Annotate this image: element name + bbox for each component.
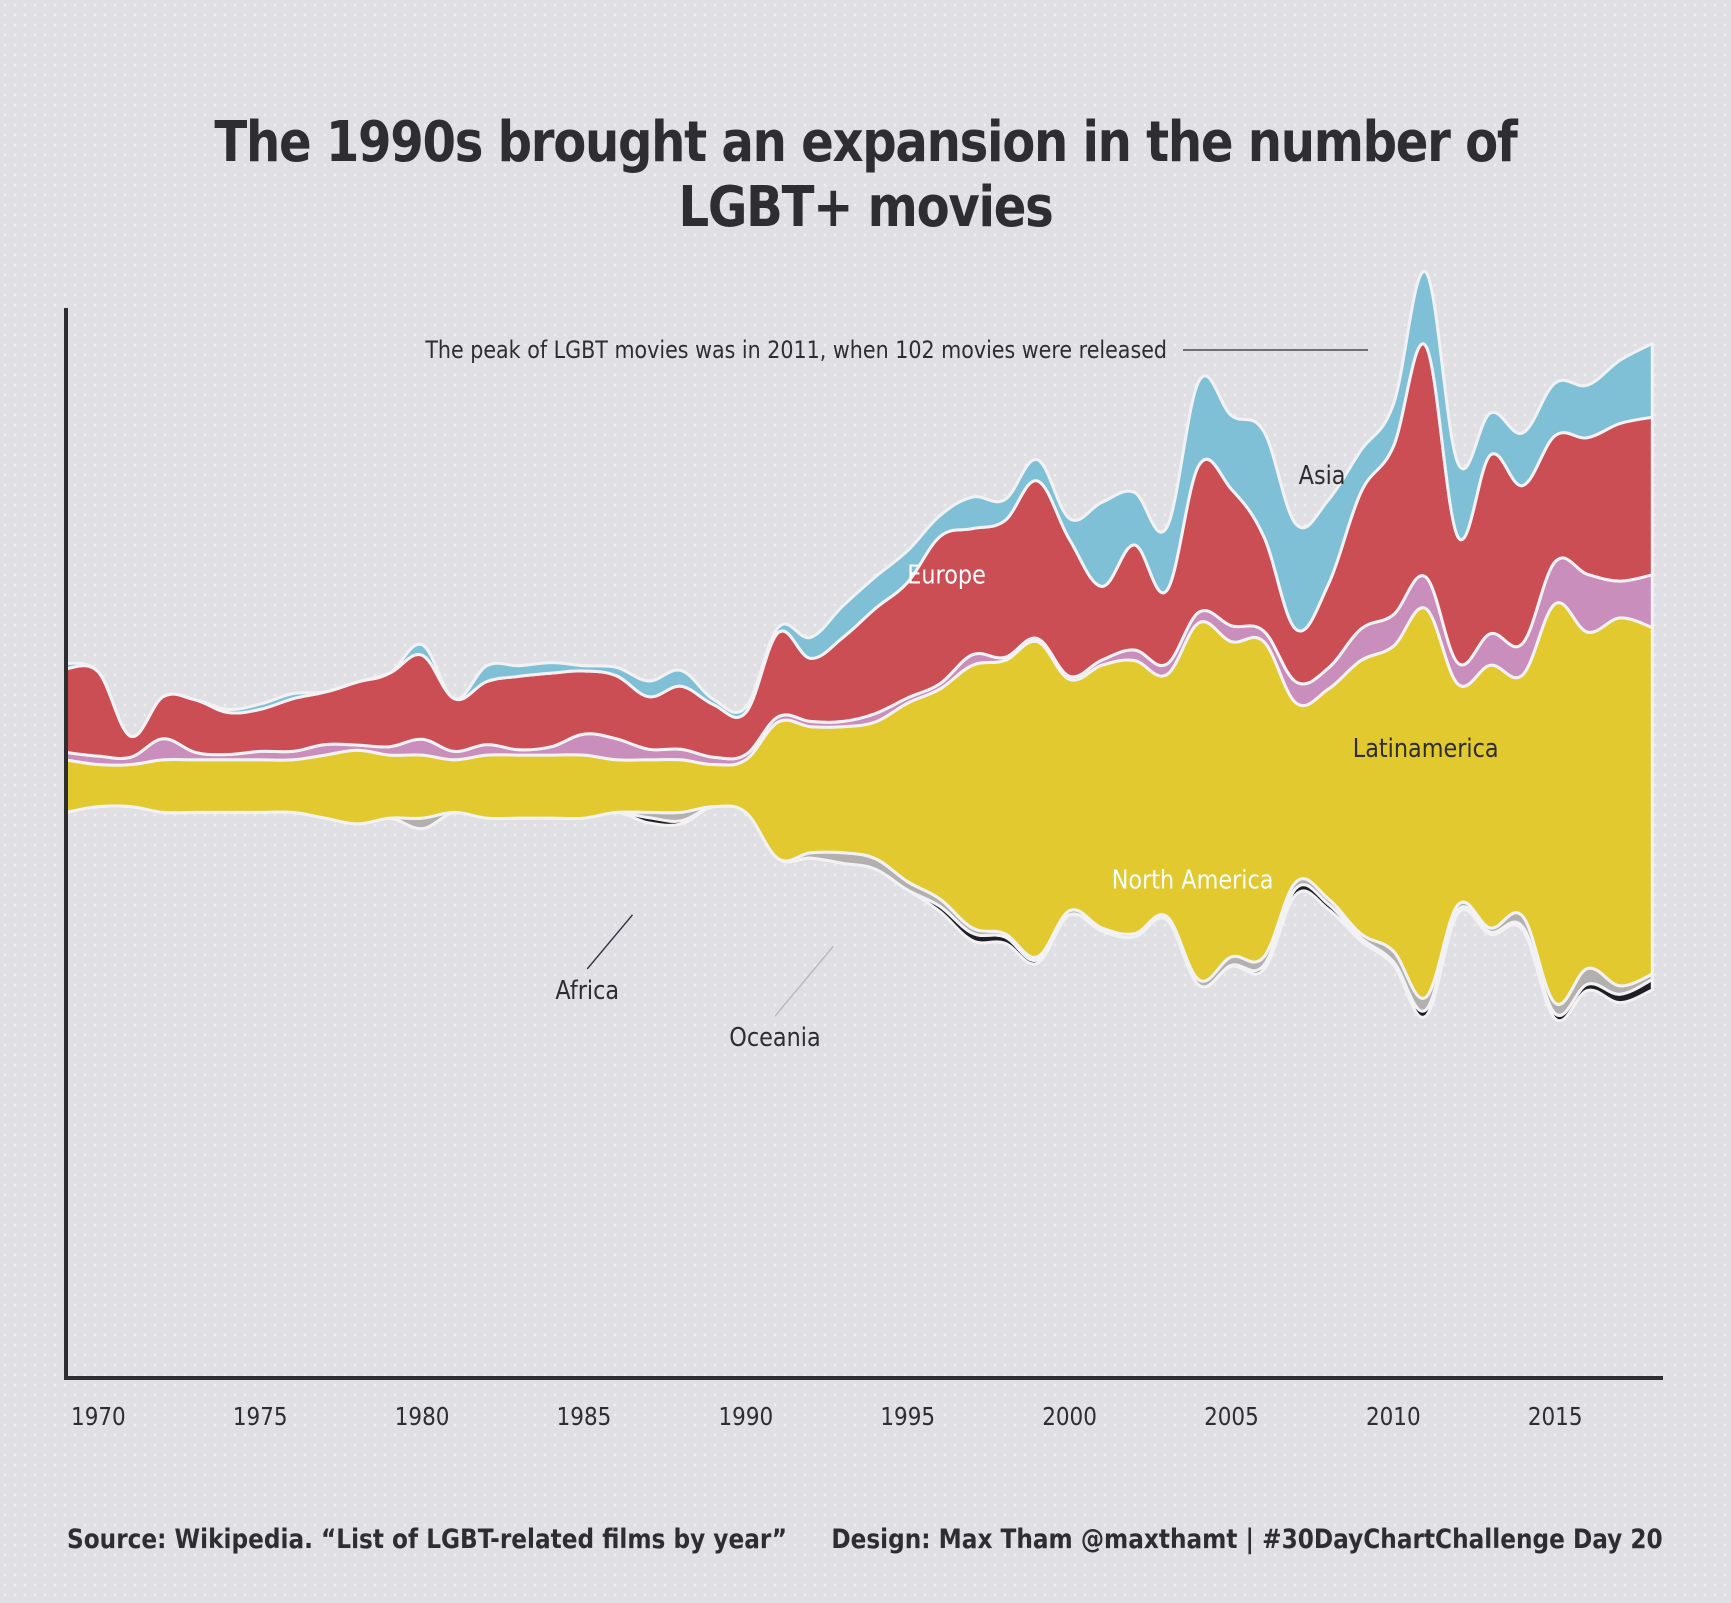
x-tick-label: 1985 [557,1402,612,1431]
label-north-america: North America [1112,864,1274,895]
x-tick-label: 1990 [718,1402,773,1431]
x-tick-label: 1970 [71,1402,126,1431]
x-tick-label: 1975 [233,1402,288,1431]
label-africa: Africa [555,974,619,1005]
design-credit: Design: Max Tham @maxthamt | #30DayChart… [831,1524,1663,1555]
stream-asia [64,270,1654,738]
x-tick-label: 2010 [1366,1402,1421,1431]
x-tick-label: 1995 [880,1402,935,1431]
x-tick-label: 2015 [1528,1402,1583,1431]
chart-title: The 1990s brought an expansion in the nu… [214,110,1517,240]
label-oceania: Oceania [729,1022,820,1053]
x-tick-label: 2000 [1042,1402,1097,1431]
peak-annotation-text: The peak of LGBT movies was in 2011, whe… [424,337,1167,365]
label-leader-africa [586,914,634,970]
label-latinamerica: Latinamerica [1353,733,1499,764]
series-labels: Europe Asia Latinamerica North America Afric… [555,459,1498,1052]
x-tick-label: 1980 [395,1402,450,1431]
peak-annotation: The peak of LGBT movies was in 2011, whe… [424,337,1368,365]
x-tick-label: 2005 [1204,1402,1259,1431]
label-asia: Asia [1299,459,1346,490]
x-axis-ticks: 1970 1975 1980 1985 1990 1995 2000 2005 2010 2015 [71,1402,1582,1431]
label-leader-oceania [774,945,834,1017]
label-europe: Europe [907,559,986,590]
source-note: Source: Wikipedia. “List of LGBT-related… [67,1524,788,1555]
stream-layers [64,270,1654,1023]
